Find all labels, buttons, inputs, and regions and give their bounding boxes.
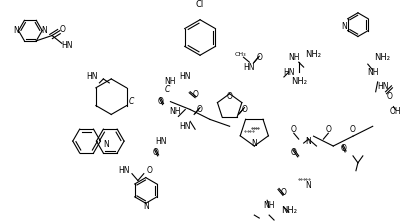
Text: NH: NH (165, 77, 176, 86)
Text: O: O (256, 53, 262, 62)
Text: N: N (143, 202, 149, 211)
Text: O: O (387, 92, 392, 101)
Text: O: O (350, 125, 356, 134)
Text: CH₃: CH₃ (235, 52, 246, 57)
Text: O: O (241, 105, 247, 114)
Text: NH₂: NH₂ (291, 77, 307, 86)
Text: HN: HN (86, 72, 97, 81)
Text: O: O (158, 97, 164, 106)
Text: NH₂: NH₂ (374, 53, 391, 62)
Text: O: O (325, 125, 331, 134)
Text: NH: NH (367, 67, 379, 77)
Text: N: N (41, 26, 47, 35)
Text: HN: HN (179, 72, 191, 81)
Text: HN: HN (377, 82, 388, 91)
Text: OH: OH (389, 107, 401, 116)
Text: N: N (14, 26, 20, 35)
Text: NH₂: NH₂ (306, 50, 322, 59)
Text: N: N (341, 22, 347, 31)
Text: O: O (153, 149, 159, 157)
Text: HN: HN (118, 166, 130, 175)
Text: N: N (103, 140, 109, 149)
Text: HN: HN (155, 137, 166, 146)
Text: O: O (60, 25, 66, 34)
Text: O: O (340, 145, 346, 153)
Text: O: O (147, 166, 153, 175)
Text: NH: NH (170, 107, 181, 116)
Text: O: O (192, 90, 198, 99)
Text: NH: NH (288, 53, 300, 62)
Text: N: N (306, 181, 311, 190)
Text: N: N (252, 139, 257, 148)
Text: N: N (306, 137, 311, 146)
Text: HN: HN (244, 63, 255, 71)
Text: C: C (165, 85, 170, 94)
Text: HN: HN (61, 41, 72, 50)
Text: O: O (281, 188, 287, 197)
Text: NH₂: NH₂ (281, 206, 297, 215)
Text: C: C (128, 97, 133, 106)
Text: O: O (227, 92, 232, 101)
Text: NH: NH (263, 201, 275, 210)
Text: O: O (197, 105, 203, 114)
Text: Cl: Cl (196, 0, 204, 9)
Text: HN: HN (283, 67, 295, 77)
Text: O: O (291, 125, 297, 134)
Text: O: O (291, 149, 297, 157)
Text: HN: HN (179, 122, 191, 131)
